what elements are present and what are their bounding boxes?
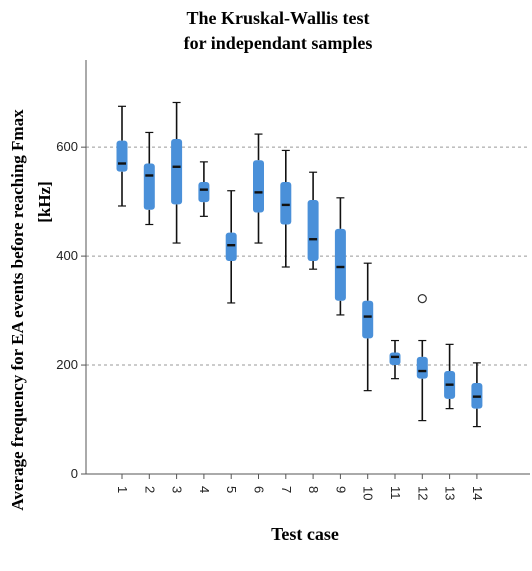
y-tick-label-400: 400 xyxy=(56,248,78,263)
box-case-10 xyxy=(362,262,374,392)
box-case-8 xyxy=(307,171,319,270)
x-tick-label-3: 3 xyxy=(170,486,185,493)
box-iqr xyxy=(362,300,374,339)
box-case-1 xyxy=(116,105,128,207)
box-iqr xyxy=(416,356,428,379)
box-case-2 xyxy=(143,131,155,226)
x-tick-label-9: 9 xyxy=(333,486,348,493)
x-tick-label-6: 6 xyxy=(252,486,267,493)
x-tick-label-5: 5 xyxy=(224,486,239,493)
box-iqr xyxy=(171,138,183,205)
x-tick-label-13: 13 xyxy=(443,486,458,500)
box-case-9 xyxy=(334,197,346,316)
x-tick-label-14: 14 xyxy=(470,486,485,500)
y-tick-label-0: 0 xyxy=(71,466,78,481)
box-series xyxy=(116,101,483,428)
x-tick-label-12: 12 xyxy=(415,486,430,500)
box-case-13 xyxy=(444,343,456,410)
box-iqr xyxy=(253,160,264,213)
box-iqr xyxy=(116,140,128,172)
box-iqr xyxy=(389,352,401,366)
box-iqr xyxy=(334,228,346,301)
outlier-point-case-12 xyxy=(417,293,427,304)
x-tick-label-1: 1 xyxy=(115,486,130,493)
x-tick-label-11: 11 xyxy=(388,486,403,500)
y-tick-label-600: 600 xyxy=(56,139,78,154)
box-case-4 xyxy=(198,161,210,217)
y-axis-label: Average frequency for EA events before r… xyxy=(8,109,27,511)
x-tick-label-4: 4 xyxy=(197,486,212,493)
box-case-5 xyxy=(225,190,237,304)
box-case-7 xyxy=(280,149,292,268)
box-iqr xyxy=(307,199,319,262)
box-iqr xyxy=(143,163,155,210)
chart-title: The Kruskal-Wallis test xyxy=(186,8,369,28)
x-tick-label-7: 7 xyxy=(279,486,294,493)
x-axis-label: Test case xyxy=(271,524,339,544)
box-case-11 xyxy=(389,339,401,380)
box-iqr xyxy=(280,182,292,225)
y-axis-unit: [kHz] xyxy=(35,181,54,223)
box-case-12 xyxy=(416,339,428,422)
box-case-14 xyxy=(471,362,483,428)
box-case-3 xyxy=(171,101,183,244)
chart-subtitle: for independant samples xyxy=(184,33,373,53)
box-case-6 xyxy=(253,133,264,244)
x-tick-label-8: 8 xyxy=(306,486,321,493)
box-iqr xyxy=(225,232,237,262)
axes xyxy=(81,60,530,479)
y-tick-label-200: 200 xyxy=(56,357,78,372)
x-tick-label-2: 2 xyxy=(142,486,157,493)
x-tick-label-10: 10 xyxy=(361,486,376,500)
box-iqr xyxy=(198,182,210,203)
